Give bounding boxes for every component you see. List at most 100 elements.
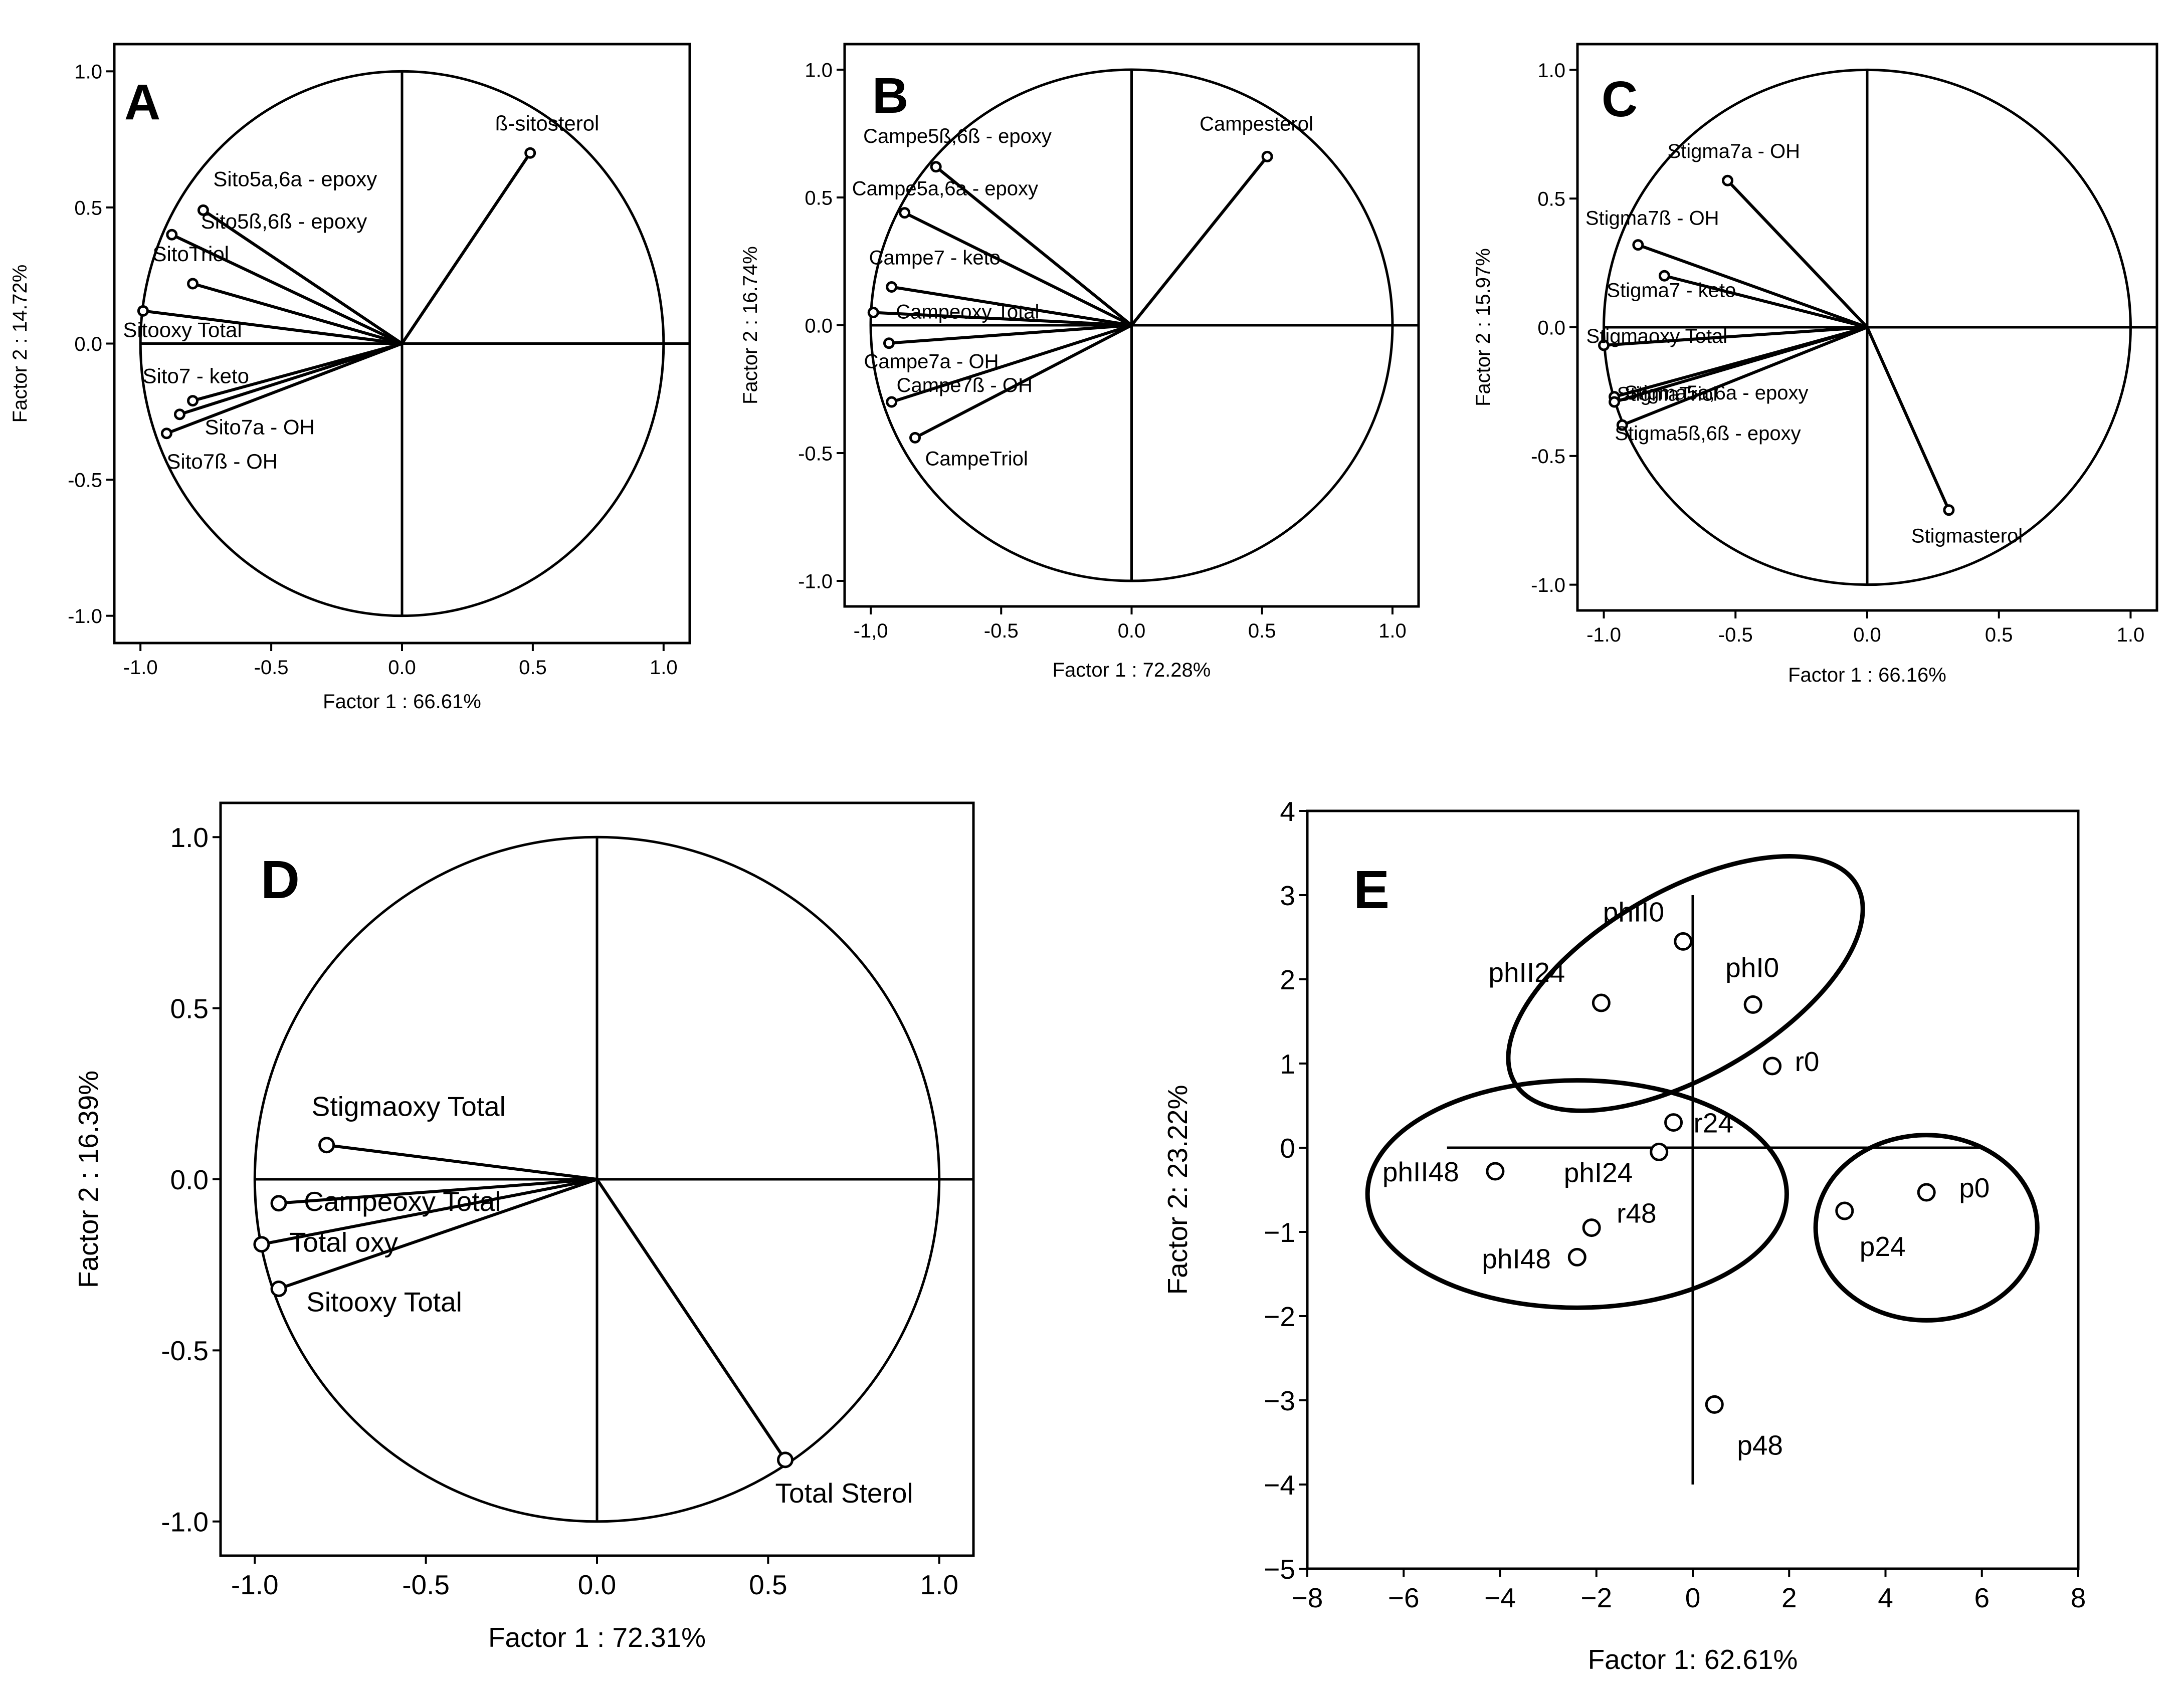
loading-vector bbox=[1664, 274, 1868, 329]
point-label: Campe7ß - OH bbox=[897, 374, 1033, 396]
point-label: Sito7ß - OH bbox=[166, 450, 278, 473]
loading-vector bbox=[1614, 326, 1868, 403]
x-tick-label: -0.5 bbox=[984, 620, 1019, 642]
x-tick-label: 1.0 bbox=[920, 1569, 958, 1600]
data-point bbox=[270, 1195, 287, 1212]
data-point bbox=[1567, 1247, 1586, 1267]
data-point bbox=[1943, 504, 1955, 516]
loading-vector bbox=[326, 1143, 598, 1181]
panel-b: -1,0 -0.5 0.0 0.5 1.0 -1.0 -0.5 0.0 0.5 1.0 Factor… bbox=[739, 43, 1420, 681]
point-label: phI48 bbox=[1482, 1243, 1551, 1274]
y-tick-label: -1.0 bbox=[161, 1507, 209, 1538]
x-tick-label: 0.5 bbox=[1985, 624, 2013, 646]
x-axis-label: Factor 1 : 72.28% bbox=[1053, 659, 1211, 681]
y-tick-label: 2 bbox=[1280, 964, 1295, 995]
y-axis-label: Factor 2 : 15.97% bbox=[1472, 248, 1494, 406]
y-tick-label: -1.0 bbox=[1531, 574, 1565, 596]
point-label: Stigmaoxy Total bbox=[1586, 325, 1728, 347]
x-tick-label: 0.0 bbox=[388, 657, 416, 679]
y-tick-label: 0.0 bbox=[170, 1164, 209, 1195]
data-point bbox=[909, 432, 921, 444]
loading-vector bbox=[401, 152, 532, 345]
y-tick-label: −1 bbox=[1264, 1217, 1295, 1248]
y-tick-label: 0.0 bbox=[74, 333, 102, 355]
point-label: Stigma7 - keto bbox=[1607, 279, 1736, 301]
panel-letter: E bbox=[1353, 859, 1389, 920]
loading-vector bbox=[595, 1178, 786, 1461]
data-point bbox=[173, 408, 185, 420]
panel-e: −8 −6 −4 −2 0 2 4 6 8 −5 −4 −3 −2 −1 0 1 2 3 4 Factor 1: 62… bbox=[1162, 796, 2086, 1675]
data-point bbox=[886, 396, 898, 408]
point-label: Campeoxy Total bbox=[304, 1186, 501, 1217]
data-point bbox=[1674, 932, 1693, 951]
point-label: SitoTriol bbox=[153, 242, 229, 266]
point-label: phII0 bbox=[1603, 896, 1664, 927]
panel-letter: D bbox=[261, 849, 300, 910]
point-label: Total Sterol bbox=[775, 1478, 913, 1509]
data-point bbox=[187, 278, 199, 290]
x-axis-label: Factor 1 : 72.31% bbox=[488, 1622, 706, 1653]
loading-vector bbox=[889, 324, 1132, 345]
y-tick-label: 1 bbox=[1280, 1048, 1295, 1080]
data-point bbox=[930, 161, 942, 173]
y-tick-label: 0.5 bbox=[805, 187, 833, 209]
x-tick-label: -0.5 bbox=[1718, 624, 1753, 646]
data-point bbox=[899, 207, 911, 219]
loading-vector bbox=[166, 342, 403, 435]
point-label: Stigma7ß - OH bbox=[1585, 207, 1719, 230]
data-point bbox=[1917, 1183, 1936, 1202]
y-tick-label: 0.0 bbox=[805, 315, 833, 337]
loading-vector bbox=[1637, 243, 1868, 329]
loading-vector bbox=[873, 311, 1132, 327]
loading-vector bbox=[278, 1178, 598, 1291]
y-axis-label: Factor 2 : 16.39% bbox=[73, 1071, 104, 1288]
data-point bbox=[197, 204, 209, 216]
x-tick-label: −8 bbox=[1292, 1582, 1323, 1613]
point-label: phI0 bbox=[1725, 952, 1779, 983]
data-point bbox=[1763, 1057, 1782, 1076]
data-point bbox=[1486, 1162, 1505, 1181]
panel-d: -1.0 -0.5 0.0 0.5 1.0 -1.0 -0.5 0.0 0.5 1.0 Factor… bbox=[73, 801, 975, 1653]
point-label: Campe5ß,6ß - epoxy bbox=[863, 125, 1052, 147]
group-ellipse bbox=[1365, 1078, 1789, 1310]
x-tick-label: 8 bbox=[2071, 1582, 2086, 1613]
x-tick-label: 1.0 bbox=[650, 657, 678, 679]
y-axis-label: Factor 2: 23.22% bbox=[1162, 1085, 1193, 1295]
data-point bbox=[1664, 1113, 1683, 1132]
y-tick-label: 1.0 bbox=[74, 61, 102, 83]
data-point bbox=[1705, 1395, 1724, 1414]
y-tick-label: 0.5 bbox=[1537, 188, 1565, 210]
point-label: Sito5ß,6ß - epoxy bbox=[201, 209, 367, 233]
data-point bbox=[1650, 1142, 1669, 1161]
data-point bbox=[867, 307, 879, 318]
data-point bbox=[1261, 150, 1273, 162]
y-tick-label: −2 bbox=[1264, 1301, 1295, 1332]
point-label: Campe7 - keto bbox=[869, 247, 1001, 269]
loading-vector bbox=[1726, 179, 1869, 329]
point-label: Stigma5a,6a - epoxy bbox=[1625, 382, 1809, 404]
point-label: Campe5a,6a - epoxy bbox=[852, 178, 1038, 200]
data-point bbox=[1658, 270, 1670, 282]
y-tick-label: 1.0 bbox=[170, 822, 209, 853]
loading-vector bbox=[1604, 326, 1868, 347]
x-tick-label: 0.5 bbox=[1248, 620, 1276, 642]
point-label: Campesterol bbox=[1200, 113, 1313, 135]
data-point bbox=[777, 1451, 793, 1468]
panel-c: -1.0 -0.5 0.0 0.5 1.0 -1.0 -0.5 0.0 0.5 1.0 Factor… bbox=[1472, 43, 2158, 686]
x-tick-label: 0.5 bbox=[749, 1569, 787, 1600]
y-tick-label: 4 bbox=[1280, 796, 1295, 827]
x-tick-label: 0.0 bbox=[578, 1569, 616, 1600]
x-tick-label: 1.0 bbox=[1378, 620, 1407, 642]
point-label: Sito7a - OH bbox=[205, 415, 314, 439]
data-point bbox=[270, 1280, 287, 1297]
point-label: Sitooxy Total bbox=[306, 1286, 462, 1317]
point-label: Stigma7a - OH bbox=[1668, 140, 1801, 162]
panel-a: -1.0 -0.5 0.0 0.5 1.0 -1.0 -0.5 0.0 0.5 1.0 Factor… bbox=[9, 43, 691, 713]
loading-vector bbox=[891, 285, 1132, 327]
y-axis-label: Factor 2 : 16.74% bbox=[739, 246, 761, 404]
y-tick-label: -1.0 bbox=[798, 570, 833, 592]
data-point bbox=[318, 1137, 335, 1154]
loading-vector bbox=[192, 282, 403, 345]
panel-letter: C bbox=[1602, 71, 1638, 127]
